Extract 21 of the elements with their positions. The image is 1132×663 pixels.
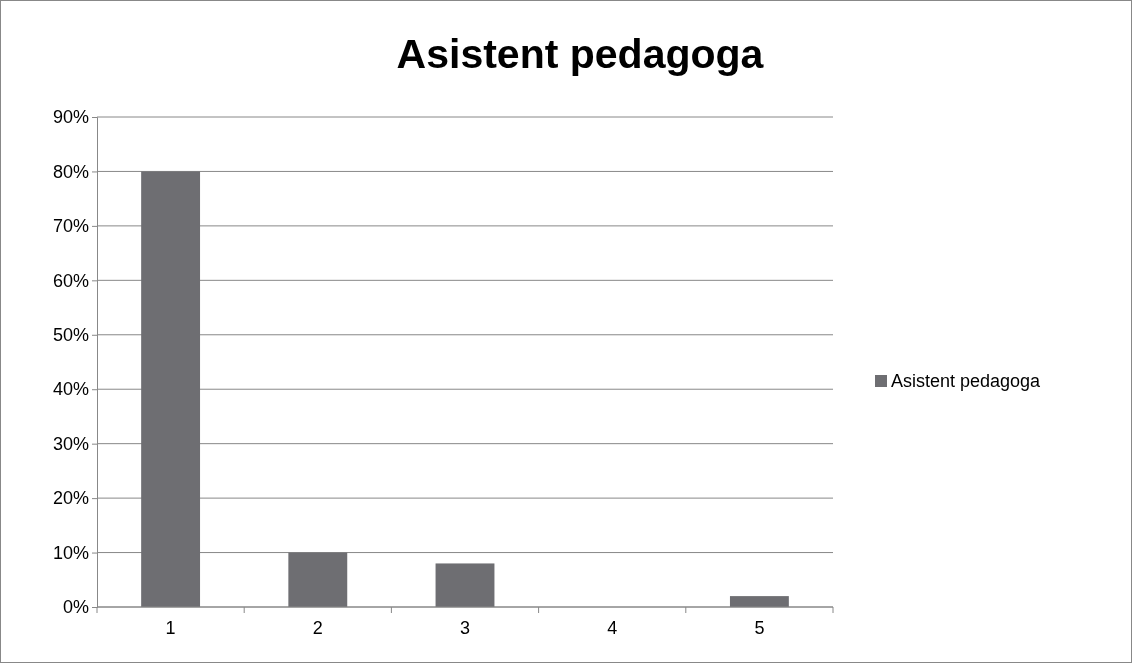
y-tick-label: 40% bbox=[52, 379, 89, 400]
x-tick-label: 2 bbox=[312, 618, 323, 638]
legend-label: Asistent pedagoga bbox=[891, 371, 1042, 391]
y-tick-label: 20% bbox=[52, 488, 89, 509]
bar bbox=[141, 171, 201, 607]
bar bbox=[288, 552, 348, 607]
x-tick-label: 1 bbox=[165, 618, 176, 638]
y-tick-label: 50% bbox=[52, 325, 89, 346]
x-tick-label: 3 bbox=[459, 618, 471, 638]
bar bbox=[729, 596, 789, 607]
y-tick-label: 90% bbox=[52, 107, 89, 128]
y-tick-label: 80% bbox=[52, 161, 89, 182]
y-tick-label: 30% bbox=[52, 433, 89, 454]
chart-title: Asistent pedagoga bbox=[396, 31, 765, 77]
bar bbox=[435, 563, 495, 607]
y-tick-label: 60% bbox=[52, 270, 89, 291]
y-tick-label: 10% bbox=[52, 542, 89, 563]
y-tick-label: 0% bbox=[62, 597, 89, 618]
y-tick-label: 70% bbox=[52, 216, 89, 237]
x-tick-label: 5 bbox=[754, 618, 765, 638]
x-tick-label: 4 bbox=[607, 618, 618, 638]
